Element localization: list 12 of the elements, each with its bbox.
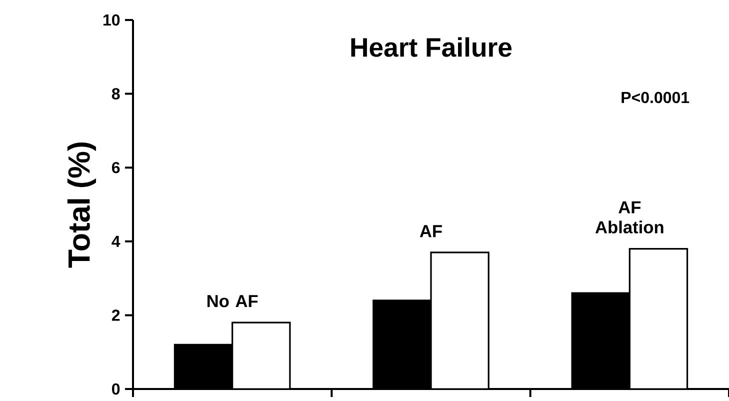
annotation: P<0.0001 — [622, 92, 690, 104]
y-tick-label: 2 — [112, 310, 120, 321]
y-tick-label: 8 — [112, 88, 120, 100]
x-tick-label: AF — [420, 225, 442, 238]
y-tick-label: 4 — [112, 236, 120, 247]
y-tick-label: 10 — [103, 14, 120, 26]
x-tick-label: AF Ablation — [595, 201, 664, 234]
y-tick-label: 6 — [112, 162, 120, 174]
y-axis-title: Total (%) — [67, 142, 96, 268]
text: Heart Failure — [351, 37, 512, 57]
x-tick-label: No AF — [207, 295, 258, 308]
y-tick-label: 0 — [112, 383, 120, 395]
